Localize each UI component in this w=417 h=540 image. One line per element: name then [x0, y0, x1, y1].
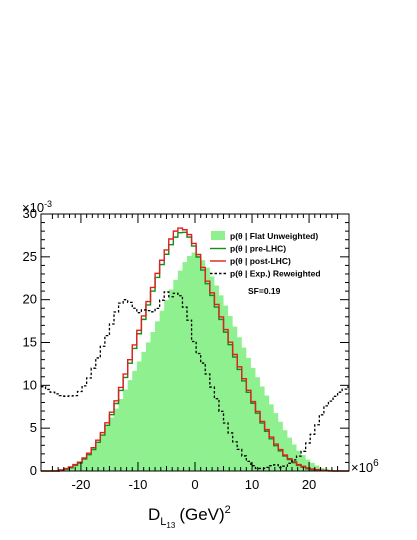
legend-label: p(θ | Exp.) Reweighted	[230, 269, 321, 279]
x-tick-label: -20	[72, 477, 91, 492]
legend-label: p(θ | pre-LHC)	[230, 244, 286, 254]
y-tick-label: 5	[30, 420, 37, 435]
series-4-dashed-line	[41, 291, 349, 470]
y-tick-label: 20	[23, 292, 37, 307]
series-3-line	[41, 227, 349, 472]
y-multiplier: ×10-3	[22, 199, 52, 215]
y-tick-label: 10	[23, 377, 37, 392]
y-tick-label: 25	[23, 249, 37, 264]
annotation-sf: SF=0.19	[248, 286, 281, 296]
legend: p(θ | Flat Unweighted) p(θ | pre-LHC) p(θ …	[210, 231, 321, 279]
x-tick-label: 0	[191, 477, 198, 492]
x-tick-label: 20	[302, 477, 316, 492]
y-tick-label: 15	[23, 335, 37, 350]
series-1-histogram	[41, 252, 349, 471]
legend-label: p(θ | post-LHC)	[230, 256, 291, 266]
plot-area	[41, 227, 349, 472]
y-tick-label: 0	[30, 463, 37, 478]
y-tick-label: 30	[23, 206, 37, 221]
legend-swatch-fill	[211, 231, 225, 240]
axes: -20 -10 0 10 20 0 5 10 15 20 25 30	[23, 206, 349, 492]
legend-label: p(θ | Flat Unweighted)	[230, 231, 318, 241]
x-axis-title: DL13(GeV)2	[148, 504, 231, 530]
x-tick-label: -10	[129, 477, 148, 492]
x-multiplier: ×106	[351, 458, 379, 475]
x-tick-label: 10	[245, 477, 259, 492]
